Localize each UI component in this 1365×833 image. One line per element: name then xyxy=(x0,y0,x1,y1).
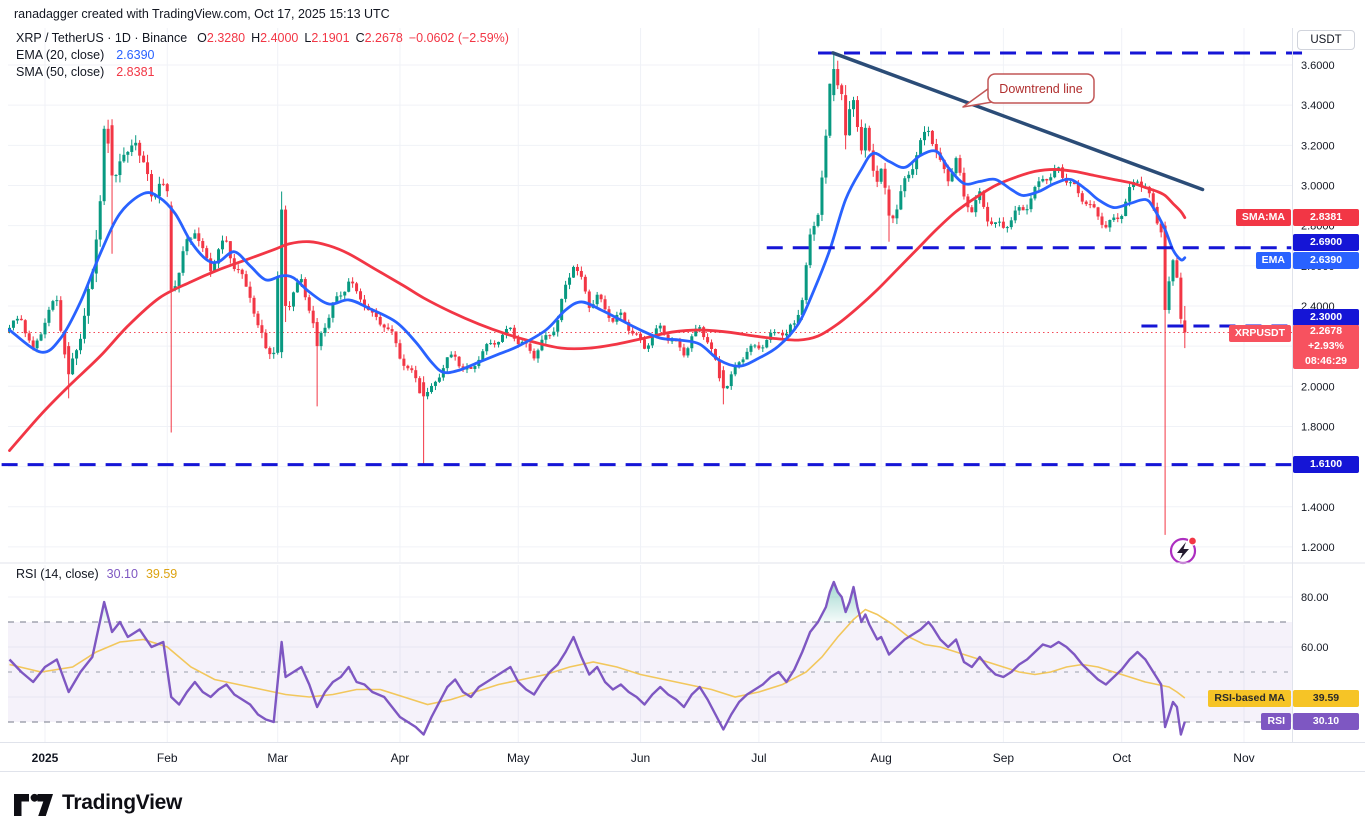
rsi-legend-row[interactable]: RSI (14, close) 30.10 39.59 xyxy=(16,567,177,581)
svg-text:Mar: Mar xyxy=(267,751,288,765)
rsi-band xyxy=(8,621,1292,723)
svg-text:2.6000: 2.6000 xyxy=(1301,261,1335,273)
flash-event-icon[interactable] xyxy=(1169,536,1198,565)
svg-text:1.4000: 1.4000 xyxy=(1301,502,1335,514)
svg-text:3.2000: 3.2000 xyxy=(1301,140,1335,152)
chart-legend: XRP / TetherUS · 1D · Binance O2.3280 H2… xyxy=(16,30,509,81)
time-axis-labels[interactable]: 2025 Feb Mar Apr May Jun Jul Aug Sep Oct Nov xyxy=(32,751,1255,765)
ema-20-line[interactable] xyxy=(8,149,1187,375)
downtrend-trendline[interactable] xyxy=(831,51,1205,192)
ema-value: 2.6390 xyxy=(116,48,155,62)
sma-legend-row[interactable]: SMA (50, close) 2.8381 xyxy=(16,64,509,81)
symbol-legend-row[interactable]: XRP / TetherUS · 1D · Binance O2.3280 H2… xyxy=(16,30,509,47)
svg-text:1.2000: 1.2000 xyxy=(1301,542,1335,554)
svg-text:Feb: Feb xyxy=(157,751,178,765)
svg-text:40.00: 40.00 xyxy=(1301,692,1329,704)
tradingview-logo-text: TradingView xyxy=(62,791,183,814)
ohlc-open: O2.3280 xyxy=(197,31,246,45)
svg-text:Nov: Nov xyxy=(1233,751,1254,765)
change-value: −0.0602 (−2.59%) xyxy=(408,31,509,45)
ohlc-low: L2.1901 xyxy=(304,31,350,45)
svg-text:Aug: Aug xyxy=(870,751,891,765)
svg-text:2.0000: 2.0000 xyxy=(1301,381,1335,393)
svg-text:1.6000: 1.6000 xyxy=(1301,462,1335,474)
svg-text:3.6000: 3.6000 xyxy=(1301,60,1335,72)
ema-legend-row[interactable]: EMA (20, close) 2.6390 xyxy=(16,47,509,64)
svg-text:60.00: 60.00 xyxy=(1301,642,1329,654)
rsi-line[interactable] xyxy=(8,580,1186,736)
rsi-ma-value: 39.59 xyxy=(145,567,178,581)
svg-text:3.0000: 3.0000 xyxy=(1301,180,1335,192)
symbol-title: XRP / TetherUS · 1D · Binance xyxy=(16,31,188,45)
ema-label: EMA (20, close) xyxy=(16,48,105,62)
svg-text:Oct: Oct xyxy=(1112,751,1131,765)
sma-50-line[interactable] xyxy=(8,168,1187,452)
svg-text:2.4000: 2.4000 xyxy=(1301,301,1335,313)
ohlc-close: C2.2678 xyxy=(355,31,403,45)
svg-text:May: May xyxy=(507,751,530,765)
svg-text:3.4000: 3.4000 xyxy=(1301,100,1335,112)
sma-label: SMA (50, close) xyxy=(16,65,105,79)
downtrend-callout-text: Downtrend line xyxy=(999,82,1082,96)
svg-text:2.2000: 2.2000 xyxy=(1301,341,1335,353)
pane-separators xyxy=(0,28,1365,772)
svg-text:Sep: Sep xyxy=(993,751,1015,765)
svg-text:Jun: Jun xyxy=(631,751,650,765)
svg-text:Jul: Jul xyxy=(751,751,766,765)
svg-text:2025: 2025 xyxy=(32,751,59,765)
svg-text:1.8000: 1.8000 xyxy=(1301,421,1335,433)
tradingview-logo[interactable]: TradingView xyxy=(14,790,182,816)
currency-toggle[interactable]: USDT xyxy=(1297,30,1355,50)
candles xyxy=(8,52,1187,535)
rsi-value: 30.10 xyxy=(106,567,138,581)
svg-text:2.8000: 2.8000 xyxy=(1301,221,1335,233)
tradingview-logo-mark xyxy=(14,793,53,816)
ohlc-high: H2.4000 xyxy=(251,31,299,45)
downtrend-callout[interactable]: Downtrend line xyxy=(962,73,1095,108)
svg-text:80.00: 80.00 xyxy=(1301,592,1329,604)
attribution-text: ranadagger created with TradingView.com,… xyxy=(14,7,390,21)
rsi-label: RSI (14, close) xyxy=(16,567,99,581)
svg-text:Apr: Apr xyxy=(391,751,410,765)
rsi-ma-line[interactable] xyxy=(9,608,1186,706)
price-axis-labels[interactable]: 3.6000 3.4000 3.2000 3.0000 2.8000 2.6000 2.40… xyxy=(1301,60,1335,704)
level-lines[interactable] xyxy=(1,51,1308,467)
sma-value: 2.8381 xyxy=(116,65,155,79)
